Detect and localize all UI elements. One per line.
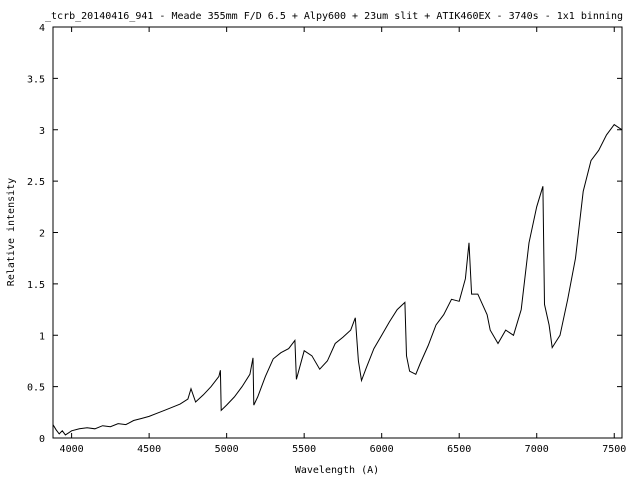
- x-tick-label: 4500: [137, 444, 161, 455]
- y-tick-label: 4: [39, 23, 45, 34]
- chart-title: _tcrb_20140416_941 - Meade 355mm F/D 6.5…: [45, 11, 623, 22]
- y-tick-label: 0: [39, 434, 45, 445]
- y-axis: 0 0.5 1 1.5 2 2.5 3 3.5 4: [27, 23, 622, 445]
- x-tick-label: 4000: [60, 444, 84, 455]
- plot-frame: [52, 26, 623, 439]
- y-axis-label: Relative intensity: [6, 178, 17, 286]
- y-tick-label: 2: [39, 229, 45, 240]
- y-tick-label: 2.5: [27, 177, 45, 188]
- y-tick-label: 0.5: [27, 383, 45, 394]
- y-tick-label: 1.5: [27, 280, 45, 291]
- x-tick-label: 5000: [215, 444, 239, 455]
- x-tick-label: 7500: [602, 444, 626, 455]
- y-tick-label: 1: [39, 331, 45, 342]
- x-tick-label: 5500: [292, 444, 316, 455]
- x-tick-label: 7000: [525, 444, 549, 455]
- y-tick-label: 3.5: [27, 74, 45, 85]
- x-axis: 4000 4500 5000 5500 6000 6500 7000 7500: [60, 27, 626, 455]
- x-tick-label: 6500: [447, 444, 471, 455]
- y-tick-label: 3: [39, 126, 45, 137]
- spectrum-line: [52, 123, 623, 436]
- x-axis-label: Wavelength (A): [295, 465, 379, 476]
- x-tick-label: 6000: [370, 444, 394, 455]
